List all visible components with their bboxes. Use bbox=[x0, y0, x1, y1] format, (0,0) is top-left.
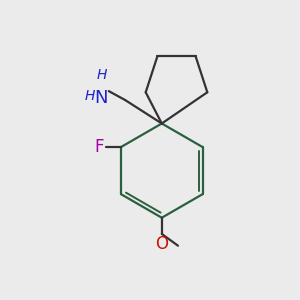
Text: H: H bbox=[85, 89, 95, 103]
Text: N: N bbox=[95, 89, 108, 107]
Text: F: F bbox=[94, 138, 104, 156]
Text: O: O bbox=[155, 236, 168, 253]
Text: H: H bbox=[96, 68, 106, 82]
